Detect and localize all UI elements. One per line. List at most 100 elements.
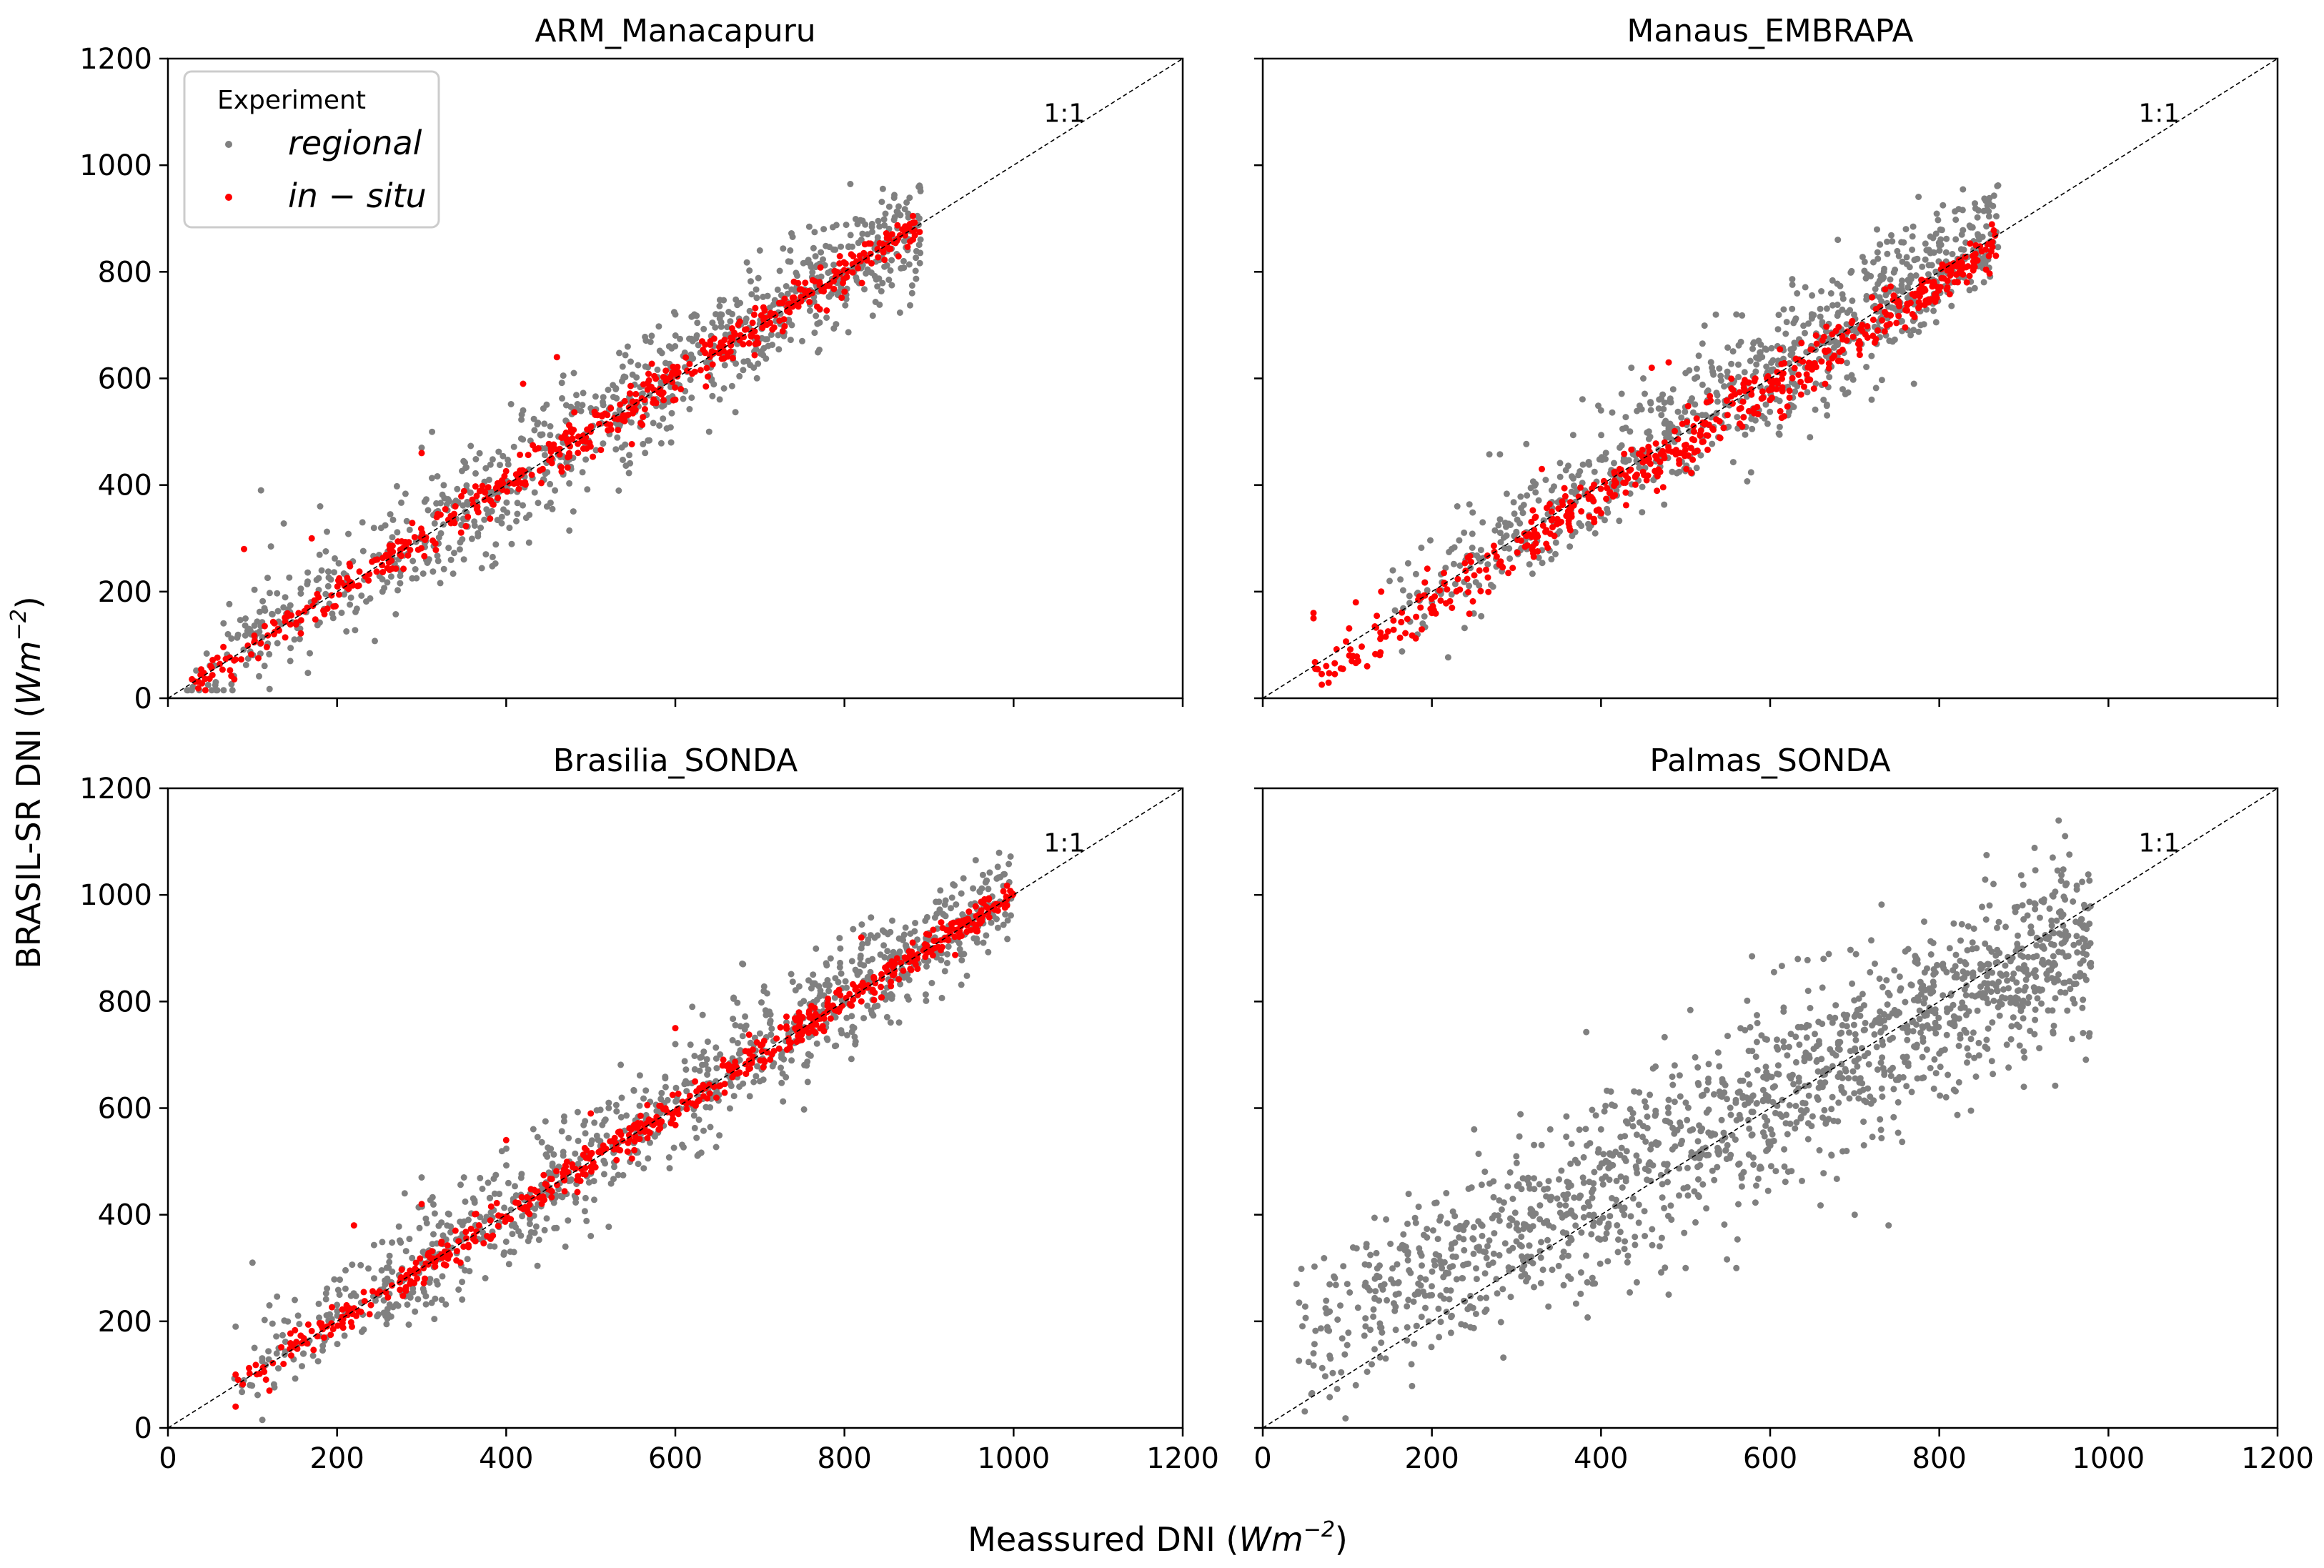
data-point — [708, 350, 715, 357]
data-point — [1642, 390, 1648, 397]
data-point — [868, 260, 875, 267]
data-point — [1676, 460, 1683, 467]
data-point — [249, 1259, 256, 1266]
data-point — [1444, 586, 1451, 593]
data-point — [1311, 659, 1319, 665]
data-point — [1531, 526, 1538, 533]
data-point — [1723, 397, 1730, 405]
data-point — [280, 520, 287, 527]
data-point — [712, 1143, 720, 1151]
data-point — [1518, 1273, 1525, 1280]
data-point — [1609, 493, 1617, 500]
data-point — [848, 958, 855, 965]
data-point — [704, 1071, 711, 1078]
data-point — [864, 1002, 871, 1009]
data-point — [485, 484, 492, 491]
data-point — [1880, 268, 1887, 275]
data-point — [893, 237, 900, 244]
data-point — [860, 1015, 868, 1022]
data-point — [273, 1333, 280, 1340]
data-point — [840, 267, 848, 274]
data-point — [1465, 589, 1471, 595]
data-point — [1751, 377, 1758, 384]
data-point — [560, 1113, 567, 1120]
data-point — [530, 415, 537, 422]
data-point — [1851, 311, 1857, 318]
data-point — [1805, 320, 1812, 327]
data-point — [616, 349, 622, 357]
data-point — [1456, 537, 1463, 544]
data-point — [760, 1063, 767, 1071]
data-point — [1747, 357, 1754, 364]
data-point — [735, 321, 742, 328]
data-point — [1442, 565, 1449, 572]
data-point — [2032, 905, 2039, 913]
y-tick-label: 400 — [98, 1199, 152, 1232]
one-to-one-annotation: 1:1 — [2138, 99, 2180, 129]
data-point — [1521, 543, 1529, 550]
data-point — [420, 1279, 427, 1286]
data-point — [902, 232, 908, 239]
data-point — [1972, 200, 1978, 207]
data-point — [1679, 420, 1686, 427]
data-point — [856, 968, 863, 976]
data-point — [472, 470, 479, 477]
data-point — [1791, 339, 1798, 347]
data-point — [581, 1144, 588, 1151]
data-point — [1894, 247, 1901, 254]
data-point — [1632, 481, 1639, 488]
data-point — [850, 1024, 858, 1031]
data-point — [389, 516, 397, 523]
data-point — [1829, 1019, 1836, 1026]
data-point — [1412, 570, 1419, 577]
data-point — [1832, 1002, 1839, 1009]
data-point — [876, 301, 883, 308]
data-point — [807, 260, 814, 267]
data-point — [797, 1000, 804, 1007]
data-point — [988, 919, 995, 926]
data-point — [1391, 607, 1399, 614]
data-point — [615, 427, 622, 434]
data-point — [1922, 297, 1930, 304]
data-point — [484, 1233, 490, 1239]
data-point — [1398, 618, 1405, 625]
data-point — [505, 461, 512, 468]
data-point — [691, 1124, 698, 1131]
data-point — [349, 1323, 355, 1330]
data-point — [1514, 549, 1521, 556]
data-point — [1889, 238, 1896, 245]
data-point — [767, 1011, 774, 1018]
data-point — [1539, 465, 1545, 472]
data-point — [1584, 1279, 1591, 1286]
data-point — [213, 687, 220, 694]
data-point — [1635, 450, 1642, 457]
data-point — [759, 1041, 766, 1048]
data-point — [1754, 1020, 1761, 1026]
data-point — [1783, 319, 1790, 326]
data-point — [540, 1171, 547, 1179]
data-point — [1728, 360, 1735, 367]
data-point — [315, 575, 322, 582]
data-point — [1578, 1229, 1585, 1236]
data-point — [1659, 1181, 1666, 1188]
data-point — [941, 901, 948, 908]
data-point — [1665, 359, 1672, 366]
data-point — [1936, 247, 1943, 254]
data-point — [458, 492, 465, 500]
data-point — [538, 480, 545, 487]
data-point — [2062, 989, 2069, 996]
data-point — [813, 312, 820, 319]
data-point — [1738, 1183, 1745, 1190]
data-point — [847, 181, 854, 187]
data-point — [1461, 529, 1468, 536]
data-point — [274, 1293, 281, 1300]
data-point — [687, 377, 694, 383]
data-point — [479, 1186, 486, 1192]
data-point — [1826, 1013, 1833, 1021]
data-point — [712, 324, 719, 331]
data-point — [851, 1033, 858, 1041]
data-point — [985, 895, 993, 902]
data-point — [1621, 450, 1628, 457]
data-point — [265, 1356, 272, 1363]
data-point — [445, 545, 452, 552]
